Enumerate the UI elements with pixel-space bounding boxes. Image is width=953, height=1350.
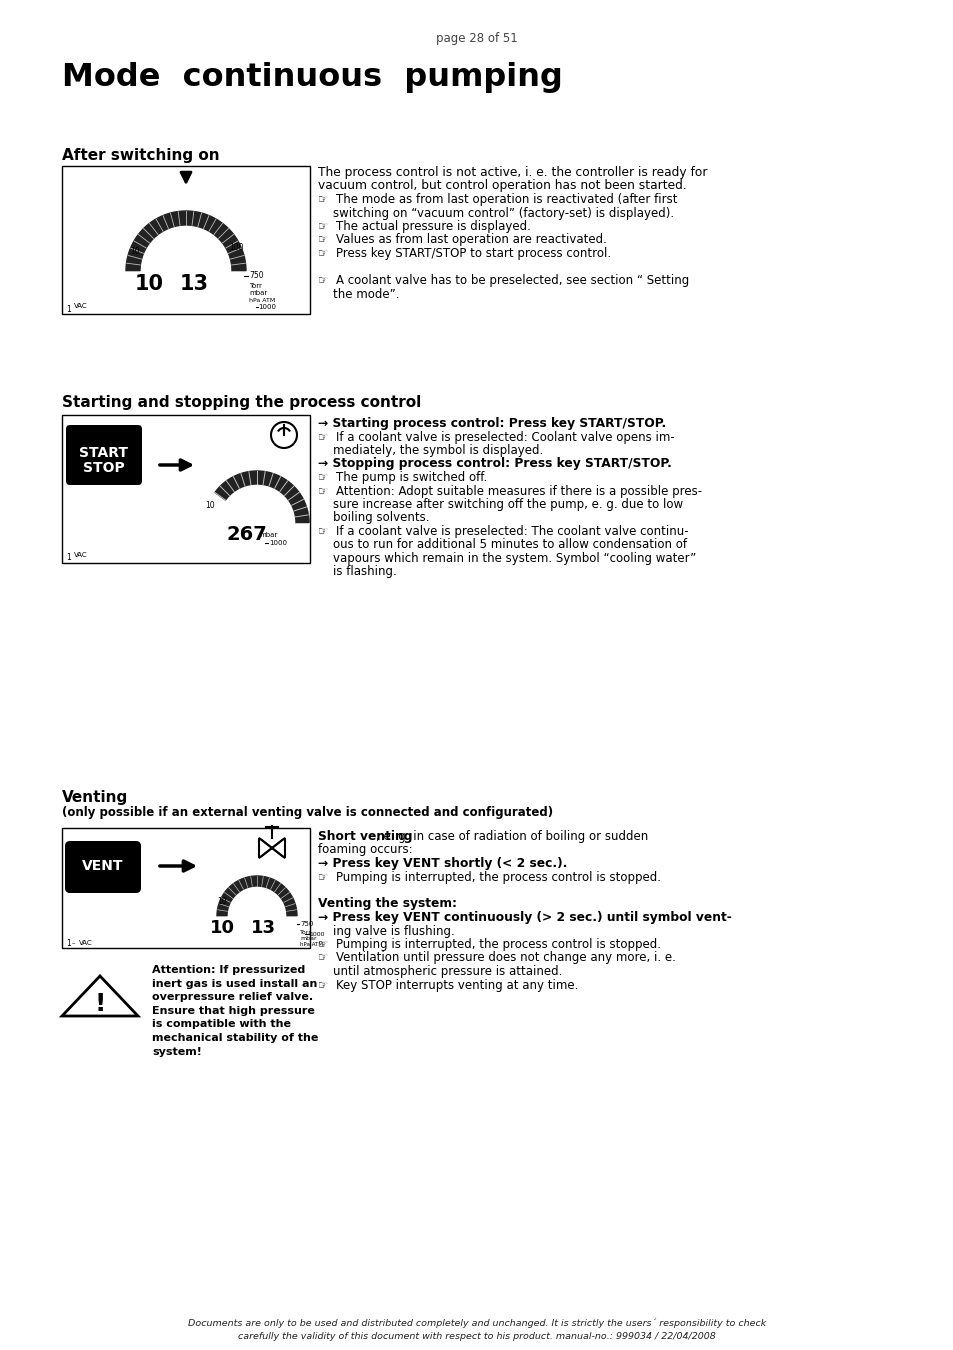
- Text: until atmospheric pressure is attained.: until atmospheric pressure is attained.: [317, 965, 561, 977]
- FancyBboxPatch shape: [65, 841, 141, 892]
- Text: After switching on: After switching on: [62, 148, 219, 163]
- Text: ☞  Pumping is interrupted, the process control is stopped.: ☞ Pumping is interrupted, the process co…: [317, 871, 660, 883]
- Polygon shape: [216, 876, 296, 917]
- Text: STOP: STOP: [83, 460, 125, 475]
- Text: ☞  Attention: Adopt suitable measures if there is a possible pres-: ☞ Attention: Adopt suitable measures if …: [317, 485, 701, 498]
- Text: the mode”.: the mode”.: [317, 288, 399, 301]
- Text: boiling solvents.: boiling solvents.: [317, 512, 429, 525]
- Text: 1: 1: [66, 554, 71, 563]
- Text: ☞  The pump is switched off.: ☞ The pump is switched off.: [317, 471, 487, 485]
- Text: 1: 1: [66, 938, 71, 948]
- Text: 13: 13: [180, 274, 209, 294]
- Text: 1: 1: [66, 305, 71, 313]
- Bar: [62, 414, 310, 563]
- Text: ☞  Pumping is interrupted, the process control is stopped.: ☞ Pumping is interrupted, the process co…: [317, 938, 660, 950]
- Text: ☞  The mode as from last operation is reactivated (after first: ☞ The mode as from last operation is rea…: [317, 193, 677, 207]
- Text: 10: 10: [130, 247, 139, 256]
- Text: ☞  Press key START/STOP to start process control.: ☞ Press key START/STOP to start process …: [317, 247, 611, 261]
- Bar: [62, 166, 310, 315]
- Text: 100: 100: [229, 243, 243, 252]
- Text: → Press key VENT shortly (< 2 sec.).: → Press key VENT shortly (< 2 sec.).: [317, 857, 567, 869]
- Text: 13: 13: [251, 919, 275, 937]
- Text: VAC: VAC: [74, 552, 88, 558]
- Text: mbar: mbar: [249, 290, 267, 296]
- Bar: [62, 828, 310, 948]
- Text: 1000: 1000: [309, 931, 324, 937]
- Text: 267: 267: [227, 525, 268, 544]
- Text: 750: 750: [299, 921, 313, 927]
- Text: 1000: 1000: [257, 304, 275, 310]
- Text: ing valve is flushing.: ing valve is flushing.: [317, 925, 455, 937]
- Text: 10: 10: [210, 919, 234, 937]
- Text: 1000: 1000: [269, 540, 287, 545]
- Text: The process control is not active, i. e. the controller is ready for: The process control is not active, i. e.…: [317, 166, 707, 180]
- Text: , e. g. in case of radiation of boiling or sudden: , e. g. in case of radiation of boiling …: [375, 830, 648, 842]
- Text: hPa ATM: hPa ATM: [249, 297, 275, 302]
- Text: VAC: VAC: [79, 940, 92, 946]
- Text: !: !: [94, 992, 106, 1017]
- Text: page 28 of 51: page 28 of 51: [436, 32, 517, 45]
- Text: Venting the system:: Venting the system:: [317, 898, 456, 910]
- Text: mbar: mbar: [299, 936, 316, 941]
- Text: 10: 10: [135, 274, 164, 294]
- Text: ☞  The actual pressure is displayed.: ☞ The actual pressure is displayed.: [317, 220, 530, 234]
- Text: Documents are only to be used and distributed completely and unchanged. It is st: Documents are only to be used and distri…: [188, 1318, 765, 1327]
- Text: START: START: [79, 446, 129, 460]
- Text: switching on “vacuum control” (factory-set) is displayed).: switching on “vacuum control” (factory-s…: [317, 207, 674, 220]
- Text: ☞  Values as from last operation are reactivated.: ☞ Values as from last operation are reac…: [317, 234, 606, 247]
- Polygon shape: [258, 838, 285, 859]
- Text: Mode  continuous  pumping: Mode continuous pumping: [62, 62, 562, 93]
- Text: Torr: Torr: [249, 284, 262, 289]
- Text: → Stopping process control: Press key START/STOP.: → Stopping process control: Press key ST…: [317, 458, 671, 471]
- Text: → Starting process control: Press key START/STOP.: → Starting process control: Press key ST…: [317, 417, 665, 431]
- Text: carefully the validity of this document with respect to his product. manual-no.:: carefully the validity of this document …: [238, 1332, 715, 1341]
- Text: ☞  Key STOP interrupts venting at any time.: ☞ Key STOP interrupts venting at any tim…: [317, 979, 578, 991]
- Text: Starting and stopping the process control: Starting and stopping the process contro…: [62, 396, 421, 410]
- Text: ☞  Ventilation until pressure does not change any more, i. e.: ☞ Ventilation until pressure does not ch…: [317, 952, 675, 964]
- Text: → Press key VENT continuously (> 2 sec.) until symbol vent-: → Press key VENT continuously (> 2 sec.)…: [317, 911, 731, 923]
- Text: is flashing.: is flashing.: [317, 566, 396, 579]
- Text: vacuum control, but control operation has not been started.: vacuum control, but control operation ha…: [317, 180, 686, 193]
- Text: ous to run for additional 5 minutes to allow condensation of: ous to run for additional 5 minutes to a…: [317, 539, 686, 552]
- Text: mediately, the symbol is displayed.: mediately, the symbol is displayed.: [317, 444, 542, 458]
- Polygon shape: [126, 211, 246, 271]
- Text: vapours which remain in the system. Symbol “cooling water”: vapours which remain in the system. Symb…: [317, 552, 696, 566]
- Text: 750: 750: [249, 271, 263, 281]
- Text: ☞  A coolant valve has to be preselected, see section “ Setting: ☞ A coolant valve has to be preselected,…: [317, 274, 688, 288]
- Text: VENT: VENT: [82, 859, 124, 873]
- Polygon shape: [214, 471, 309, 522]
- Text: ☞  If a coolant valve is preselected: The coolant valve continu-: ☞ If a coolant valve is preselected: The…: [317, 525, 688, 539]
- Text: VAC: VAC: [74, 302, 88, 309]
- FancyBboxPatch shape: [66, 425, 142, 485]
- Text: Venting: Venting: [62, 790, 128, 805]
- Text: (only possible if an external venting valve is connected and configurated): (only possible if an external venting va…: [62, 806, 553, 819]
- Text: hPa ATM: hPa ATM: [299, 941, 323, 946]
- Text: 10: 10: [216, 896, 227, 906]
- Text: Torr: Torr: [299, 930, 312, 934]
- Text: foaming occurs:: foaming occurs:: [317, 844, 413, 856]
- Text: mbar: mbar: [258, 532, 277, 539]
- Text: ☞  If a coolant valve is preselected: Coolant valve opens im-: ☞ If a coolant valve is preselected: Coo…: [317, 431, 674, 444]
- Text: –: –: [71, 940, 75, 946]
- Text: 10: 10: [205, 501, 214, 509]
- Text: sure increase after switching off the pump, e. g. due to low: sure increase after switching off the pu…: [317, 498, 682, 512]
- Text: Short venting: Short venting: [317, 830, 412, 842]
- Text: Attention: If pressurized
inert gas is used install an
overpressure relief valve: Attention: If pressurized inert gas is u…: [152, 965, 318, 1057]
